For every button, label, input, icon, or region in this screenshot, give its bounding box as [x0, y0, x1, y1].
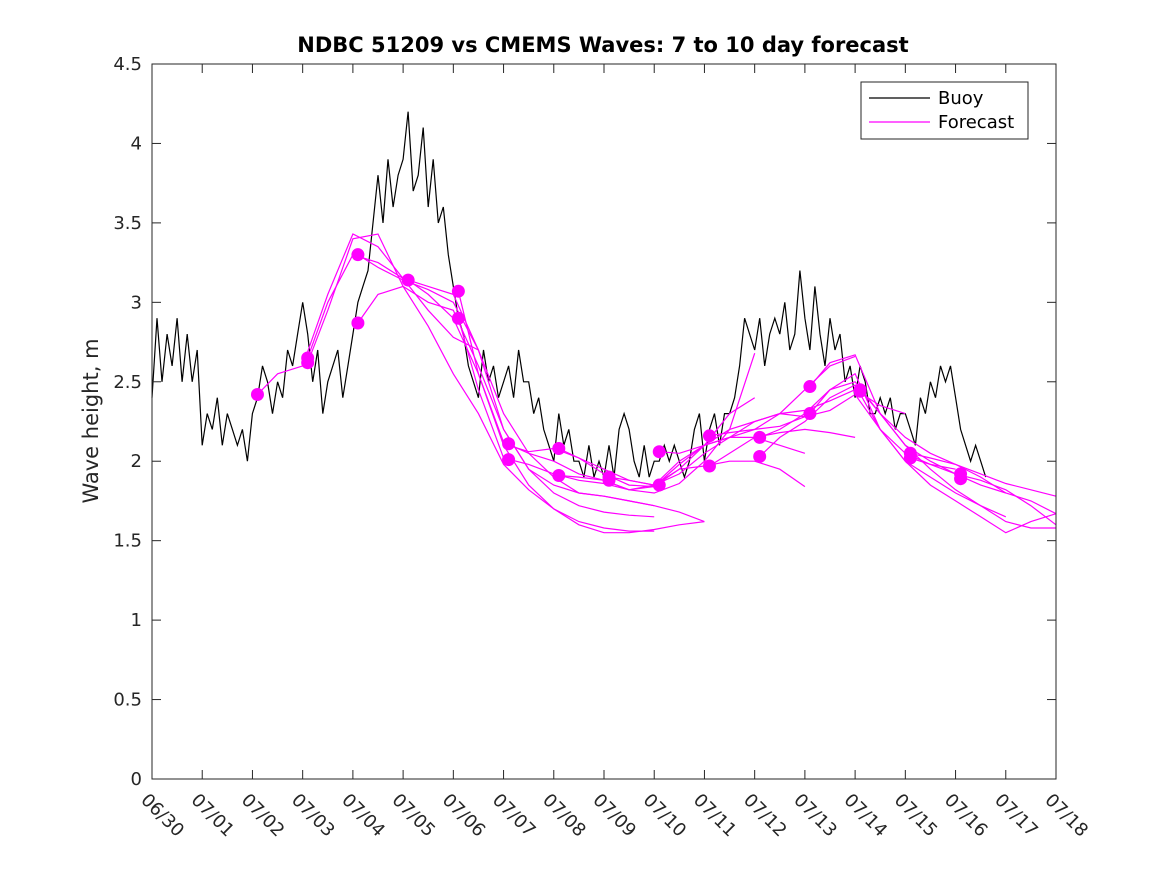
- forecast-run-line-11: [558, 460, 806, 491]
- forecast-marker-20: [753, 449, 767, 463]
- forecast-marker-6: [401, 273, 415, 287]
- y-tick-label: 2: [131, 451, 142, 472]
- legend-box: [860, 81, 1029, 140]
- forecast-marker-22: [803, 407, 817, 421]
- plot-area: [151, 64, 1057, 779]
- forecast-marker-8: [451, 311, 465, 325]
- y-tick-label: 2.5: [113, 372, 142, 393]
- forecast-marker-17: [702, 429, 716, 443]
- y-tick-label: 1.5: [113, 531, 142, 552]
- legend-forecast-label: Forecast: [938, 112, 1014, 133]
- forecast-marker-16: [652, 478, 666, 492]
- forecast-run-line-22: [910, 457, 1057, 526]
- forecast-marker-21: [803, 380, 817, 394]
- forecast-marker-3: [301, 351, 315, 365]
- forecast-marker-18: [702, 459, 716, 473]
- forecast-marker-5: [351, 316, 365, 330]
- forecast-run-line-21: [910, 452, 1057, 515]
- forecast-run-line-18: [809, 354, 1056, 529]
- forecast-marker-15: [652, 445, 666, 459]
- y-tick-label: 3.5: [113, 213, 142, 234]
- forecast-marker-10: [502, 453, 516, 467]
- legend: Buoy Forecast: [860, 81, 1029, 140]
- chart-title: NDBC 51209 vs CMEMS Waves: 7 to 10 day f…: [297, 33, 908, 57]
- forecast-marker-4: [351, 248, 365, 262]
- forecast-marker-12: [552, 469, 566, 483]
- legend-buoy-label: Buoy: [938, 88, 984, 109]
- buoy-series-line: [151, 111, 987, 480]
- forecast-run-line-19: [809, 372, 1057, 534]
- forecast-marker-28: [954, 472, 968, 486]
- forecast-run-line-15: [709, 428, 856, 467]
- forecast-marker-1: [250, 387, 264, 401]
- forecast-marker-9: [502, 437, 516, 451]
- forecast-marker-19: [753, 430, 767, 444]
- y-tick-label: 3: [131, 292, 142, 313]
- forecast-run-line-2: [307, 233, 655, 532]
- y-tick-label: 0.5: [113, 690, 142, 711]
- plot-background: [152, 64, 1056, 779]
- forecast-run-line-1: [257, 233, 479, 395]
- forecast-marker-11: [552, 442, 566, 456]
- y-tick-label: 4: [131, 133, 142, 154]
- y-tick-label: 4.5: [113, 54, 142, 75]
- forecast-marker-14: [602, 473, 616, 487]
- forecast-run-line-4: [357, 285, 655, 518]
- forecast-marker-7: [451, 284, 465, 298]
- y-tick-label: 0: [131, 769, 142, 790]
- forecast-marker-24: [853, 384, 867, 398]
- forecast-marker-26: [903, 451, 917, 465]
- y-axis-label: Wave height, m: [79, 338, 103, 503]
- y-tick-label: 1: [131, 610, 142, 631]
